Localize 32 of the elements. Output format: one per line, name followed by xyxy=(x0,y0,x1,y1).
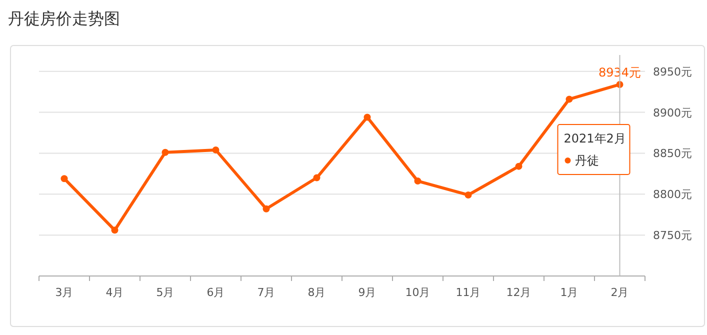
point xyxy=(414,178,422,185)
x-tick-label: 3月 xyxy=(55,286,74,299)
point xyxy=(60,175,68,182)
x-tick-label: 4月 xyxy=(106,286,124,299)
legend-label: 丹徒 xyxy=(574,153,599,168)
x-tick-label: 5月 xyxy=(156,286,174,299)
x-tick-label: 7月 xyxy=(257,286,276,299)
point xyxy=(313,174,320,182)
point xyxy=(212,146,220,154)
x-tick-label: 1月 xyxy=(560,286,578,299)
y-tick-label: 8900元 xyxy=(653,106,692,120)
point xyxy=(162,148,169,156)
x-tick-label: 12月 xyxy=(506,286,532,299)
point xyxy=(262,205,270,212)
point xyxy=(566,96,573,103)
y-tick-label: 8850元 xyxy=(653,147,692,160)
x-tick-label: 6月 xyxy=(206,286,225,299)
x-tick-label: 8月 xyxy=(308,286,326,299)
point xyxy=(364,114,371,121)
y-tick-label: 8750元 xyxy=(653,229,692,242)
chart-title: 丹徒房价走势图 xyxy=(8,9,120,28)
x-tick-label: 9月 xyxy=(358,286,376,299)
data-label: 8934元 xyxy=(598,65,642,80)
y-tick-label: 8800元 xyxy=(653,188,692,202)
x-tick-label: 10月 xyxy=(405,286,430,299)
annotation: 2021年2月 xyxy=(564,131,626,146)
y-tick-label: 8950元 xyxy=(653,65,692,78)
x-tick-label: 11月 xyxy=(456,286,481,299)
point xyxy=(464,191,472,198)
x-tick-label: 2月 xyxy=(610,286,629,299)
point xyxy=(515,162,522,170)
point xyxy=(111,226,118,234)
